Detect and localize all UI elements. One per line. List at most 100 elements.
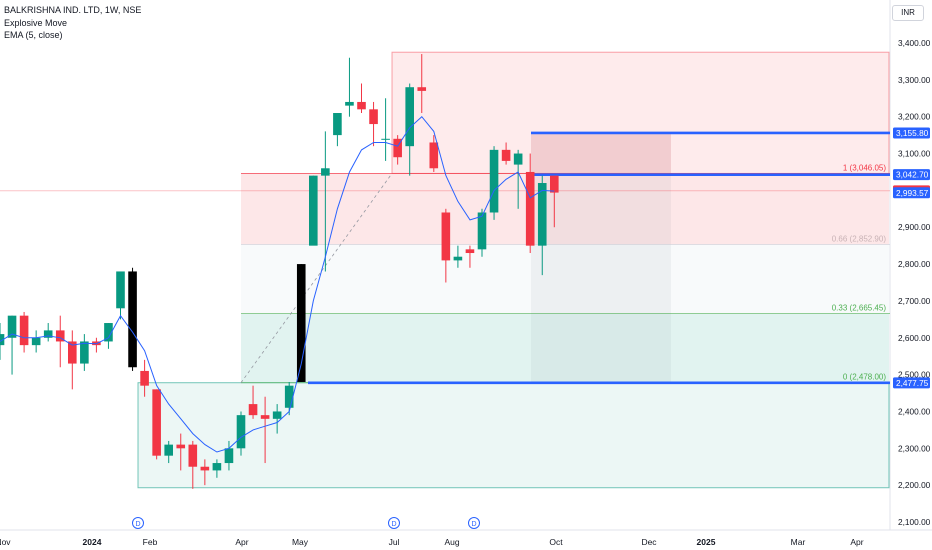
candle-body — [405, 87, 414, 147]
candle — [128, 267, 137, 371]
currency-button[interactable]: INR — [892, 5, 924, 21]
candle-body — [309, 175, 318, 246]
candle-body — [152, 389, 161, 456]
candle-body — [176, 444, 186, 449]
candle — [164, 440, 173, 464]
candle-body — [441, 212, 451, 261]
indicator-explosive-move[interactable]: Explosive Move — [4, 17, 68, 28]
y-tick-label: 3,300.00 — [898, 75, 931, 85]
dividend-marker-icon[interactable]: D — [468, 517, 480, 529]
level-price-tag-bg — [893, 377, 930, 389]
x-tick-label: Apr — [235, 537, 248, 547]
candle-body — [321, 168, 330, 176]
candle — [224, 440, 234, 471]
candle — [43, 323, 53, 342]
candle-body — [260, 415, 270, 419]
x-tick-label: 2025 — [697, 537, 716, 547]
candle — [429, 135, 439, 172]
candle-body — [417, 87, 427, 91]
candle-body — [501, 149, 511, 161]
chart-legend: BALKRISHNA IND. LTD, 1W, NSE Explosive M… — [4, 4, 141, 42]
candle-body — [68, 341, 77, 364]
y-tick-label: 2,800.00 — [898, 259, 931, 269]
candle-body — [333, 113, 342, 136]
x-tick-label: 2024 — [83, 537, 102, 547]
red-retracement-zone — [241, 173, 889, 245]
trend-dashed-line — [240, 173, 393, 383]
neutral-zone — [241, 244, 889, 314]
fib-level-label: 0.33 (2,665.45) — [832, 304, 887, 313]
x-tick-label: Dec — [641, 537, 657, 547]
x-tick-label: Nov — [0, 537, 11, 547]
candle-body — [465, 249, 475, 254]
candle-body — [55, 330, 65, 342]
candle-body — [164, 444, 173, 456]
candle — [417, 54, 427, 114]
candle-body — [31, 337, 41, 346]
fib-level-label: 0 (2,478.00) — [843, 373, 886, 382]
y-tick-label: 2,400.00 — [898, 406, 931, 416]
current-price-tag-bg — [893, 187, 930, 199]
green-zone — [241, 313, 889, 383]
dividend-letter: D — [471, 521, 476, 528]
candle-body — [43, 330, 53, 338]
ema-line — [0, 115, 555, 453]
candle — [176, 433, 186, 471]
dividend-letter: D — [391, 521, 396, 528]
candle — [7, 315, 17, 375]
candle-body — [19, 315, 29, 346]
candle-body — [525, 171, 535, 246]
candle-body — [236, 415, 246, 449]
candle-body — [188, 444, 198, 467]
y-tick-label: 2,200.00 — [898, 480, 931, 490]
candle — [212, 459, 222, 478]
candle — [453, 245, 463, 268]
dividend-marker-icon[interactable]: D — [132, 517, 144, 529]
current-price-tag-text: 2,993.57 — [896, 188, 929, 198]
candle-body — [7, 315, 17, 338]
level-price-tag: 3,155.80 — [893, 127, 930, 139]
y-tick-label: 2,300.00 — [898, 443, 931, 453]
candle-body — [200, 466, 210, 471]
x-tick-label: Apr — [850, 537, 863, 547]
candle — [513, 149, 523, 209]
dividend-letter: D — [135, 521, 140, 528]
candle-body — [453, 256, 463, 261]
candle — [272, 404, 282, 434]
candle — [321, 131, 330, 272]
candle — [357, 83, 366, 114]
candle-body — [429, 142, 439, 169]
current-price-tag: 2,993.57 — [893, 187, 930, 199]
dividend-circle — [468, 517, 480, 529]
level-price-tag-bg — [893, 169, 930, 181]
candle — [200, 459, 210, 486]
candle — [537, 175, 547, 276]
level-price-tag: 3,042.70 — [893, 169, 930, 181]
candle — [236, 411, 246, 456]
level-price-tag-text: 3,042.70 — [896, 170, 929, 180]
candle-body — [550, 175, 559, 193]
candle — [68, 330, 77, 390]
x-tick-label: Feb — [143, 537, 158, 547]
dividend-marker-icon[interactable]: D — [388, 517, 400, 529]
candle-body — [272, 411, 282, 419]
y-tick-label: 3,100.00 — [898, 149, 931, 159]
candle — [441, 208, 451, 283]
candle-body — [128, 271, 137, 368]
indicator-ema[interactable]: EMA (5, close) — [4, 30, 63, 40]
candle — [525, 153, 535, 254]
candle — [405, 83, 414, 176]
candle-body — [513, 153, 523, 165]
candle — [477, 208, 487, 257]
candle — [345, 57, 354, 117]
y-tick-label: 2,100.00 — [898, 517, 931, 527]
dividend-circle — [388, 517, 400, 529]
level-price-tag-bg — [893, 127, 930, 139]
upper-red-zone — [391, 51, 890, 174]
candle-body — [537, 183, 547, 246]
candle — [309, 175, 318, 246]
candle — [260, 396, 270, 464]
symbol-title[interactable]: BALKRISHNA IND. LTD, 1W, NSE — [4, 5, 142, 15]
candle-body — [104, 323, 113, 342]
